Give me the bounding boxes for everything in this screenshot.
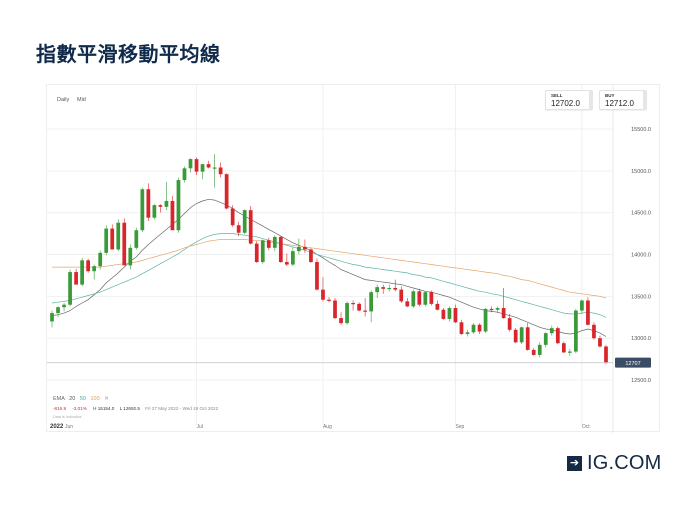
data-note: Data is indicative — [53, 415, 82, 419]
candlestick-chart[interactable]: 12500.0 13000.0 13500.0 14000.0 14500.0 15000… — [47, 85, 661, 433]
buy-button[interactable]: BUY 12712.0 — [599, 90, 647, 110]
svg-text:Oct: Oct — [582, 424, 590, 430]
close-indicator-icon[interactable]: ✕ — [104, 396, 109, 402]
buy-price: 12712.0 — [605, 99, 634, 108]
ema100-period[interactable]: 100 — [90, 396, 100, 402]
svg-text:Sep: Sep — [455, 424, 464, 430]
svg-text:15500.0: 15500.0 — [631, 127, 651, 133]
svg-text:12500.0: 12500.0 — [631, 378, 651, 384]
svg-text:13500.0: 13500.0 — [631, 294, 651, 300]
svg-text:2022: 2022 — [50, 424, 64, 430]
change-percent: -3.01% — [72, 406, 87, 411]
price-summary: -816.9 -3.01% H 15154.0 L 12692.5 Fri 27… — [53, 406, 218, 411]
arrow-right-box-icon: ➔ — [567, 456, 582, 471]
svg-text:Jul: Jul — [197, 424, 203, 430]
ema20-period[interactable]: 20 — [69, 396, 76, 402]
indicator-legend: EMA 20 50 100 ✕ — [53, 396, 109, 402]
sell-button[interactable]: SELL 12702.0 — [545, 90, 593, 110]
svg-text:13000.0: 13000.0 — [631, 336, 651, 342]
high-value: H 15154.0 — [93, 406, 115, 411]
chart-panel: 12500.0 13000.0 13500.0 14000.0 14500.0 15000… — [46, 84, 661, 433]
svg-text:Jun: Jun — [65, 424, 73, 430]
price-type-selector[interactable]: Mid — [77, 97, 86, 103]
svg-text:14000.0: 14000.0 — [631, 253, 651, 259]
change-value: -816.9 — [53, 406, 67, 411]
sell-price: 12702.0 — [551, 99, 580, 108]
date-range: Fri 27 May 2022 - Wed 19 Oct 2022 — [145, 406, 219, 411]
buy-label: BUY — [605, 93, 615, 98]
svg-text:14500.0: 14500.0 — [631, 211, 651, 217]
svg-text:Aug: Aug — [323, 424, 332, 430]
indicator-name: EMA — [53, 396, 65, 402]
low-value: L 12692.5 — [119, 406, 140, 411]
svg-text:15000.0: 15000.0 — [631, 169, 651, 175]
sell-label: SELL — [551, 93, 563, 98]
brand-label: IG.COM — [587, 452, 662, 474]
page-title: 指數平滑移動平均線 — [36, 42, 221, 66]
ema50-period[interactable]: 50 — [79, 396, 86, 402]
ig-logo[interactable]: ➔ IG.COM — [567, 452, 662, 475]
timeframe-selector[interactable]: Daily — [57, 97, 70, 103]
svg-text:12707: 12707 — [625, 361, 640, 367]
